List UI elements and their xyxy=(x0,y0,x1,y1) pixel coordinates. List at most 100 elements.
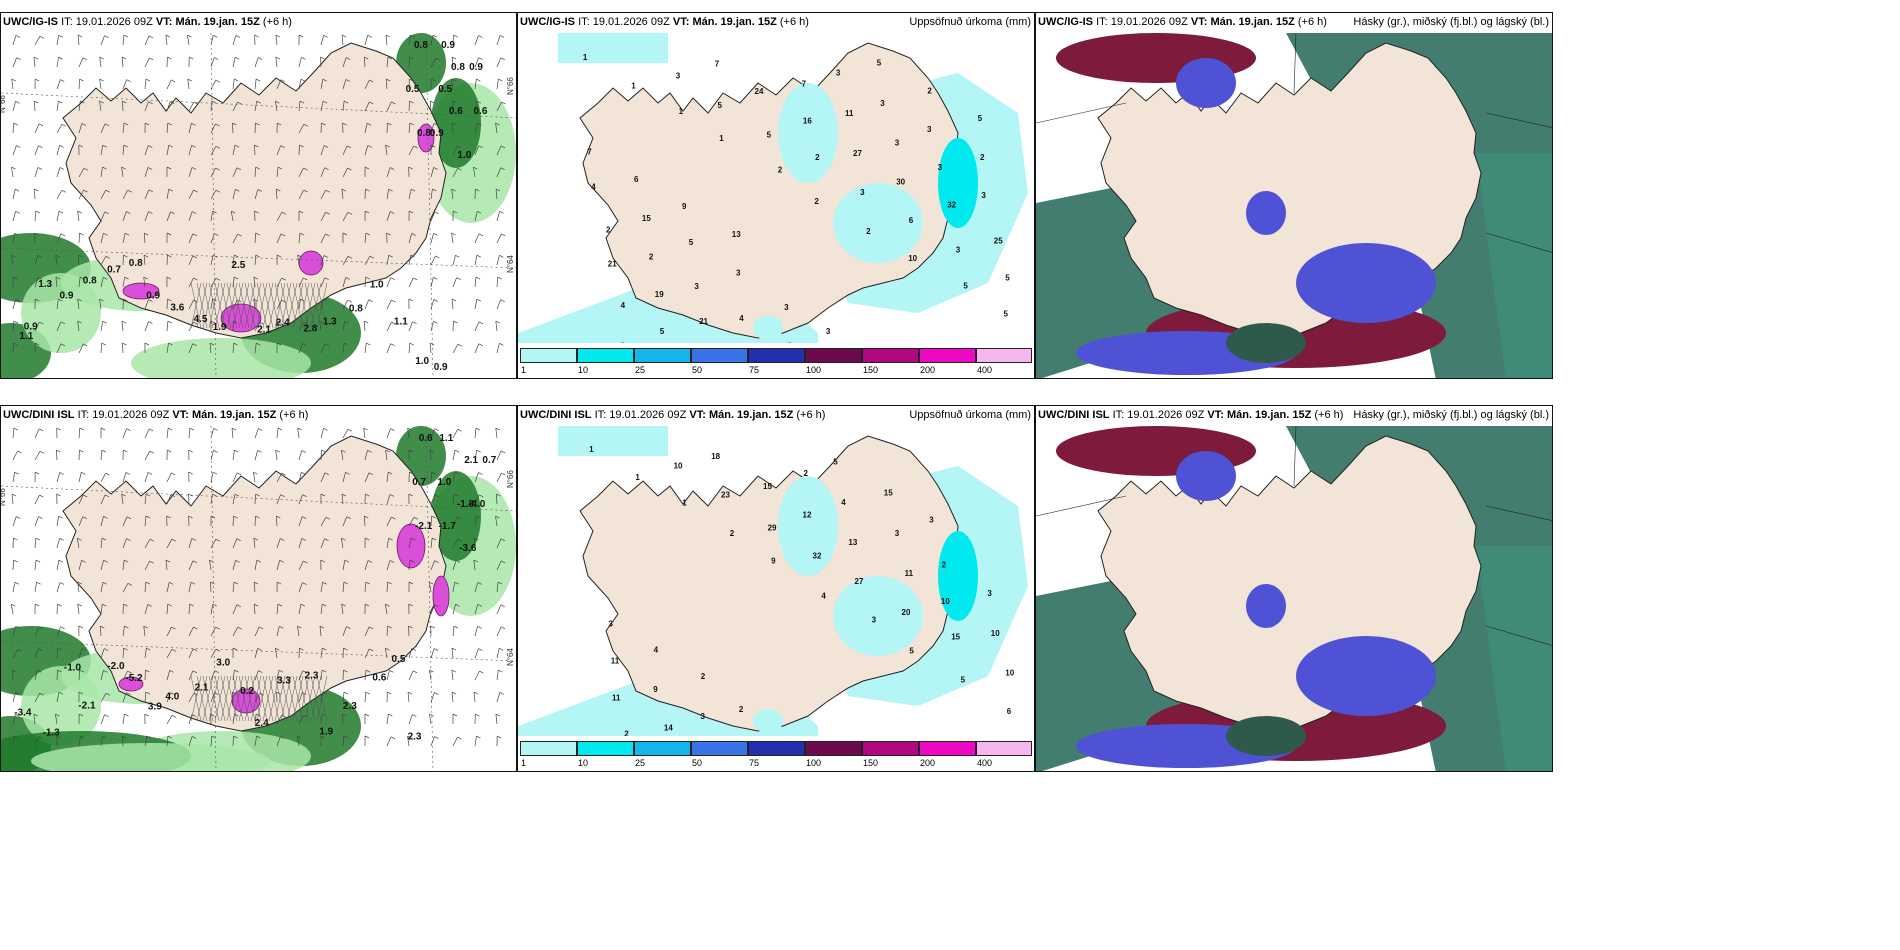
precip-value-label: 3 xyxy=(956,246,961,255)
wind-speed-area xyxy=(431,78,481,168)
wind-value-label: 2.1 xyxy=(464,455,478,466)
colorbar-segment: 100 xyxy=(805,741,862,768)
precip-value-label: 20 xyxy=(902,608,911,617)
precip-value-label: 1 xyxy=(682,499,687,508)
precip-value-label: 3 xyxy=(895,529,900,538)
wind-value-label: 0.8 xyxy=(414,40,428,51)
low-cloud-area xyxy=(1176,451,1236,501)
vt-label: VT: Mán. 19.jan. 15Z xyxy=(689,409,794,421)
wind-value-label: 0.9 xyxy=(24,321,38,332)
precip-value-label: 5 xyxy=(718,101,723,110)
iceland-landmass xyxy=(579,435,964,732)
low-cloud-area xyxy=(1296,243,1436,323)
panel-precip-top: UWC/IG-IS IT: 19.01.2026 09Z VT: Mán. 19… xyxy=(517,12,1035,379)
precip-value-label: 7 xyxy=(802,79,807,88)
precip-value-label: 2 xyxy=(814,197,819,206)
forecast-offset: (+6 h) xyxy=(279,409,309,421)
precip-value-label: 3 xyxy=(787,342,792,344)
colorbar-tick: 25 xyxy=(635,758,646,768)
precip-value-label: 2 xyxy=(942,561,947,570)
precip-value-label: 7 xyxy=(715,59,720,68)
precip-value-label: 5 xyxy=(689,238,694,247)
wind-value-label: 0.9 xyxy=(146,290,160,301)
low-cloud-area xyxy=(1296,636,1436,716)
gust-area xyxy=(417,123,435,153)
iceland-landmass xyxy=(62,42,447,339)
panel-header: UWC/DINI ISL IT: 19.01.2026 09Z VT: Mán.… xyxy=(520,409,825,421)
precip-value-label: 3 xyxy=(676,71,681,80)
colorbar-tick: 75 xyxy=(749,365,760,375)
wind-value-label: 0.9 xyxy=(441,40,455,51)
wind-value-label: 2.8 xyxy=(303,323,317,334)
precip-value-label: 3 xyxy=(621,342,626,344)
gust-area xyxy=(298,250,324,276)
map-wind: N°66N°66N°6420W15W0.61.12.10.70.71.0-1.8… xyxy=(1,426,516,771)
precip-value-label: 3 xyxy=(736,268,741,277)
colorbar-segment: 150 xyxy=(862,741,919,768)
wind-value-label: -1.3 xyxy=(43,728,61,739)
precip-value-label: 1 xyxy=(679,107,684,116)
panel-wind-top: UWC/IG-IS IT: 19.01.2026 09Z VT: Mán. 19… xyxy=(0,12,517,379)
axis-label: N°66 xyxy=(506,470,515,488)
it-value: 19.01.2026 09Z xyxy=(75,16,153,28)
wind-value-label: 0.6 xyxy=(449,106,463,117)
precip-value-label: 1 xyxy=(631,82,636,91)
wind-value-label: 3.3 xyxy=(277,675,291,686)
precip-value-label: 1 xyxy=(589,445,594,454)
wind-value-label: 0.5 xyxy=(406,84,420,95)
gust-area xyxy=(118,676,144,692)
colorbar-segment: 25 xyxy=(634,348,691,375)
panel-right-title: Hásky (gr.), miðský (fj.bl.) og lágský (… xyxy=(1353,409,1549,421)
precip-area xyxy=(558,33,668,63)
forecast-offset: (+6 h) xyxy=(1314,409,1344,421)
wind-value-label: -1.8 xyxy=(457,499,475,510)
hatched-area xyxy=(190,282,328,329)
precip-value-label: 21 xyxy=(608,259,617,268)
precip-value-label: 3 xyxy=(987,589,992,598)
precip-value-label: 21 xyxy=(699,317,708,326)
panel-cloud-bottom: UWC/DINI ISL IT: 19.01.2026 09Z VT: Mán.… xyxy=(1035,405,1553,772)
panel-header: UWC/DINI ISL IT: 19.01.2026 09Z VT: Mán.… xyxy=(3,409,308,421)
precip-value-label: 13 xyxy=(848,538,857,547)
precip-value-label: 30 xyxy=(896,178,905,187)
precip-value-label: 10 xyxy=(1005,668,1014,677)
it-value: 19.01.2026 09Z xyxy=(1127,409,1205,421)
colorbar-tick: 50 xyxy=(692,365,703,375)
wind-value-label: 0.6 xyxy=(474,106,488,117)
vt-label: VT: Mán. 19.jan. 15Z xyxy=(1190,16,1295,28)
precip-value-label: 15 xyxy=(951,633,960,642)
precip-area xyxy=(753,709,783,733)
colorbar-tick: 25 xyxy=(635,365,646,375)
colorbar-tick: 100 xyxy=(806,365,822,375)
wind-value-label: 1.3 xyxy=(38,279,52,290)
colorbar-tick: 150 xyxy=(863,365,879,375)
wind-value-label: 0.8 xyxy=(417,128,431,139)
colorbar-tick: 10 xyxy=(578,758,589,768)
wind-value-label: 3.9 xyxy=(148,702,162,713)
low-cloud-area xyxy=(1176,58,1236,108)
colorbar-segment: 1 xyxy=(520,348,577,375)
wind-value-label: 2.3 xyxy=(408,732,422,743)
wind-value-label: -3.6 xyxy=(459,543,477,554)
precip-value-label: 6 xyxy=(634,175,639,184)
it-label: IT: xyxy=(61,16,73,28)
colorbar-segment: 400 xyxy=(976,348,1032,375)
precip-value-label: 2 xyxy=(730,529,735,538)
wind-value-label: 0.8 xyxy=(83,276,97,287)
precip-value-label: 2 xyxy=(866,227,871,236)
panel-right-title: Uppsöfnuð úrkoma (mm) xyxy=(909,16,1031,28)
wind-value-label: 1.1 xyxy=(439,433,453,444)
precip-value-label: 6 xyxy=(909,216,914,225)
precip-area xyxy=(753,316,783,340)
model-name: UWC/DINI ISL xyxy=(520,409,592,421)
precip-colorbar: 1 10 25 50 75 100 150 200 400 xyxy=(520,348,1032,376)
low-cloud-area xyxy=(1246,584,1286,628)
model-name: UWC/DINI ISL xyxy=(1038,409,1110,421)
vt-label: VT: Mán. 19.jan. 15Z xyxy=(172,409,277,421)
precip-value-label: 3 xyxy=(929,516,934,525)
colorbar-segment: 10 xyxy=(577,741,634,768)
colorbar-tick: 50 xyxy=(692,758,703,768)
it-label: IT: xyxy=(1096,16,1108,28)
forecast-offset: (+6 h) xyxy=(796,409,826,421)
colorbar-tick: 200 xyxy=(920,365,936,375)
